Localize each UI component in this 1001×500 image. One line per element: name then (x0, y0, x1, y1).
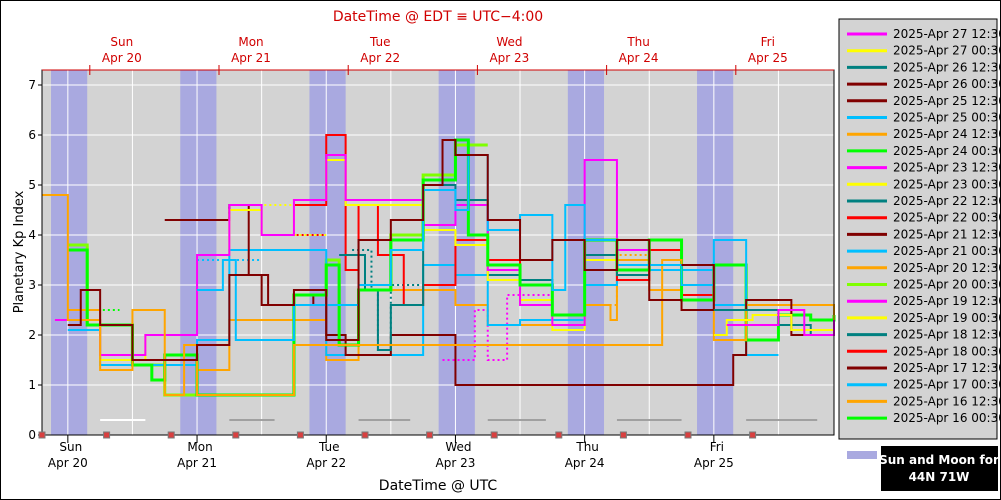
time-marker (167, 431, 175, 439)
bottom-day-label: Mon (187, 440, 212, 454)
legend-entry: 2025-Apr 19 00:30 (893, 311, 1000, 325)
top-day-label: Tue (369, 35, 391, 49)
legend-entry: 2025-Apr 26 00:30 (893, 77, 1000, 91)
legend-entry: 2025-Apr 22 12:30 (893, 194, 1000, 208)
time-marker (555, 431, 563, 439)
legend-entry: 2025-Apr 26 12:30 (893, 60, 1000, 74)
top-date-label: Apr 22 (360, 51, 400, 65)
time-marker (490, 431, 498, 439)
top-day-label: Sun (110, 35, 133, 49)
series-line (713, 314, 835, 336)
night-band (697, 70, 734, 435)
time-marker (361, 431, 369, 439)
y-tick-label: 4 (28, 228, 36, 242)
legend-entry: 2025-Apr 25 00:30 (893, 111, 1000, 125)
time-marker (619, 431, 627, 439)
series-line (67, 249, 779, 366)
night-band (51, 70, 88, 435)
legend-entry: 2025-Apr 18 00:30 (893, 344, 1000, 358)
bottom-date-label: Apr 24 (565, 456, 605, 470)
time-marker (749, 431, 757, 439)
top-day-label: Thu (626, 35, 650, 49)
legend-entry: 2025-Apr 20 00:30 (893, 278, 1000, 292)
y-tick-label: 2 (28, 328, 36, 342)
legend-entry: 2025-Apr 23 00:30 (893, 177, 1000, 191)
legend-entry: 2025-Apr 23 12:30 (893, 161, 1000, 175)
bottom-day-label: Tue (318, 440, 340, 454)
legend-entry: 2025-Apr 17 00:30 (893, 378, 1000, 392)
sun-moon-label-line2: 44N 71W (909, 470, 970, 484)
top-day-label: Mon (238, 35, 263, 49)
moon-legend-swatch (847, 468, 877, 474)
series-line (442, 294, 553, 361)
bottom-date-label: Apr 23 (436, 456, 476, 470)
y-tick-label: 7 (28, 78, 36, 92)
y-tick-label: 0 (28, 428, 36, 442)
y-tick-label: 5 (28, 178, 36, 192)
bottom-day-label: Wed (445, 440, 471, 454)
series-line (726, 309, 835, 336)
chart-title: DateTime @ EDT ≡ UTC−4:00 (333, 9, 543, 25)
legend-entry: 2025-Apr 16 00:30 (893, 411, 1000, 425)
top-date-label: Apr 21 (231, 51, 271, 65)
legend-entry: 2025-Apr 25 12:30 (893, 94, 1000, 108)
time-marker (684, 431, 692, 439)
series-line (293, 134, 714, 316)
sun-moon-label-line1: Sun and Moon for (879, 453, 999, 467)
series-line (54, 154, 650, 356)
y-tick-label: 1 (28, 378, 36, 392)
night-band (438, 70, 475, 435)
y-tick-label: 6 (28, 128, 36, 142)
time-marker (103, 431, 111, 439)
time-marker (426, 431, 434, 439)
top-day-label: Fri (761, 35, 775, 49)
legend-entry: 2025-Apr 21 00:30 (893, 244, 1000, 258)
legend-entry: 2025-Apr 17 12:30 (893, 361, 1000, 375)
legend-entry: 2025-Apr 18 12:30 (893, 328, 1000, 342)
sun-moon-box (881, 446, 998, 491)
legend-entry: 2025-Apr 20 12:30 (893, 261, 1000, 275)
bottom-day-label: Thu (575, 440, 599, 454)
legend-entry: 2025-Apr 16 12:30 (893, 394, 1000, 408)
top-day-label: Wed (496, 35, 522, 49)
top-date-label: Apr 25 (748, 51, 788, 65)
night-band-legend-swatch (847, 451, 877, 459)
x-axis-label: DateTime @ UTC (379, 478, 498, 494)
bottom-date-label: Apr 22 (306, 456, 346, 470)
legend-entry: 2025-Apr 22 00:30 (893, 211, 1000, 225)
legend-entry: 2025-Apr 24 12:30 (893, 127, 1000, 141)
legend-entry: 2025-Apr 19 12:30 (893, 294, 1000, 308)
top-date-label: Apr 23 (489, 51, 529, 65)
y-tick-label: 3 (28, 278, 36, 292)
time-marker (232, 431, 240, 439)
legend-entry: 2025-Apr 27 12:30 (893, 27, 1000, 41)
night-band (309, 70, 346, 435)
top-date-label: Apr 20 (102, 51, 142, 65)
time-marker (38, 431, 46, 439)
bottom-day-label: Sun (59, 440, 82, 454)
legend-entry: 2025-Apr 27 00:30 (893, 44, 1000, 58)
legend-entry: 2025-Apr 24 00:30 (893, 144, 1000, 158)
series-line (42, 194, 835, 396)
time-marker (296, 431, 304, 439)
y-axis-label: Planetary Kp Index (12, 190, 27, 313)
series-line (229, 204, 327, 236)
bottom-date-label: Apr 21 (177, 456, 217, 470)
top-date-label: Apr 24 (619, 51, 659, 65)
bottom-date-label: Apr 25 (694, 456, 734, 470)
series-line (67, 139, 714, 361)
bottom-date-label: Apr 20 (48, 456, 88, 470)
bottom-day-label: Fri (710, 440, 724, 454)
legend-entry: 2025-Apr 21 12:30 (893, 227, 1000, 241)
